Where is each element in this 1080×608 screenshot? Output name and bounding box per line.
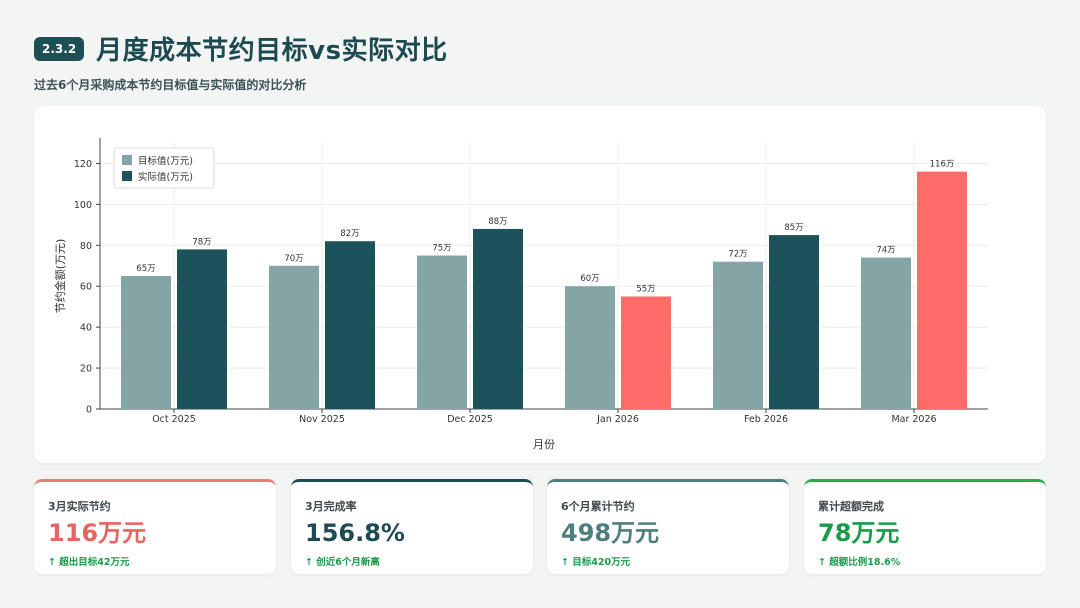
stat-label: 累计超额完成 — [818, 500, 884, 513]
bar-actual — [621, 296, 671, 409]
legend-label-actual: 实际值(万元) — [138, 171, 193, 183]
bar-label-actual: 82万 — [340, 229, 359, 239]
bar-target — [713, 261, 763, 409]
bar-actual — [917, 171, 967, 409]
stat-value: 78万元 — [818, 519, 900, 547]
stat-note: ↑ 超额比例18.6% — [818, 557, 901, 568]
bar-label-actual: 78万 — [192, 237, 211, 247]
stat-card-excess: 累计超额完成 78万元 ↑ 超额比例18.6% — [804, 479, 1046, 574]
page-title: 月度成本节约目标vs实际对比 — [96, 36, 448, 66]
y-tick-label: 100 — [74, 200, 92, 211]
bar-actual — [769, 235, 819, 409]
x-tick-label: Dec 2025 — [447, 414, 493, 425]
stat-card-march-rate: 3月完成率 156.8% ↑ 创近6个月新高 — [291, 479, 533, 574]
y-tick-label: 60 — [80, 282, 92, 293]
stat-note: ↑ 创近6个月新高 — [305, 557, 380, 568]
bar-label-target: 74万 — [876, 246, 895, 256]
bar-target — [417, 255, 467, 409]
bar-chart: 0 20 40 60 80 100 120 65万 78万 Oct 2025 70万 82万 Nov 2… — [53, 138, 988, 451]
y-tick-label: 0 — [86, 405, 92, 416]
y-tick-label: 40 — [80, 323, 92, 334]
legend-swatch-target — [122, 155, 132, 165]
bar-label-actual: 116万 — [930, 160, 955, 170]
bar-label-target: 65万 — [136, 264, 155, 274]
stat-card-march-actual: 3月实际节约 116万元 ↑ 超出目标42万元 — [34, 479, 276, 574]
x-tick-label: Feb 2026 — [744, 414, 788, 425]
x-tick-label: Jan 2026 — [596, 414, 639, 425]
bar-target — [269, 265, 319, 409]
stat-card-cumulative: 6个月累计节约 498万元 ↑ 目标420万元 — [547, 479, 789, 574]
y-tick-label: 120 — [74, 159, 92, 170]
bar-label-actual: 88万 — [488, 217, 507, 227]
bar-target — [861, 257, 911, 409]
header: 2.3.2 月度成本节约目标vs实际对比 — [34, 30, 448, 67]
legend-swatch-actual — [122, 171, 132, 181]
legend-label-target: 目标值(万元) — [138, 155, 193, 167]
bar-label-target: 72万 — [728, 250, 747, 260]
y-tick-label: 80 — [80, 241, 92, 252]
stat-label: 6个月累计节约 — [561, 500, 635, 513]
bar-label-actual: 55万 — [636, 284, 655, 294]
stat-label: 3月实际节约 — [48, 500, 111, 513]
stat-value: 156.8% — [305, 519, 405, 547]
bar-target — [121, 276, 171, 409]
bar-label-actual: 85万 — [784, 223, 803, 233]
bar-actual — [177, 249, 227, 409]
x-tick-label: Nov 2025 — [299, 414, 345, 425]
stat-value: 498万元 — [561, 519, 660, 547]
bar-label-target: 60万 — [580, 274, 599, 284]
stat-label: 3月完成率 — [305, 500, 357, 513]
bar-actual — [473, 228, 523, 409]
x-tick-label: Oct 2025 — [152, 414, 196, 425]
legend-box — [113, 147, 215, 189]
page-subtitle: 过去6个月采购成本节约目标值与实际值的对比分析 — [34, 78, 307, 92]
y-tick-label: 20 — [80, 364, 92, 375]
bar-label-target: 75万 — [432, 244, 451, 254]
stat-value: 116万元 — [48, 519, 147, 547]
section-badge: 2.3.2 — [34, 36, 85, 61]
x-axis-title: 月份 — [533, 438, 555, 451]
bar-label-target: 70万 — [284, 254, 303, 264]
x-tick-label: Mar 2026 — [891, 414, 936, 425]
bar-target — [565, 286, 615, 409]
chart-card: 0 20 40 60 80 100 120 65万 78万 Oct 2025 70万 82万 Nov 2… — [34, 106, 1046, 463]
bar-actual — [325, 241, 375, 409]
y-axis-title: 节约金额(万元) — [53, 239, 67, 314]
stat-note: ↑ 目标420万元 — [561, 557, 631, 568]
stat-note: ↑ 超出目标42万元 — [48, 557, 130, 568]
stats-row: 3月实际节约 116万元 ↑ 超出目标42万元 3月完成率 156.8% ↑ 创… — [34, 479, 1046, 574]
